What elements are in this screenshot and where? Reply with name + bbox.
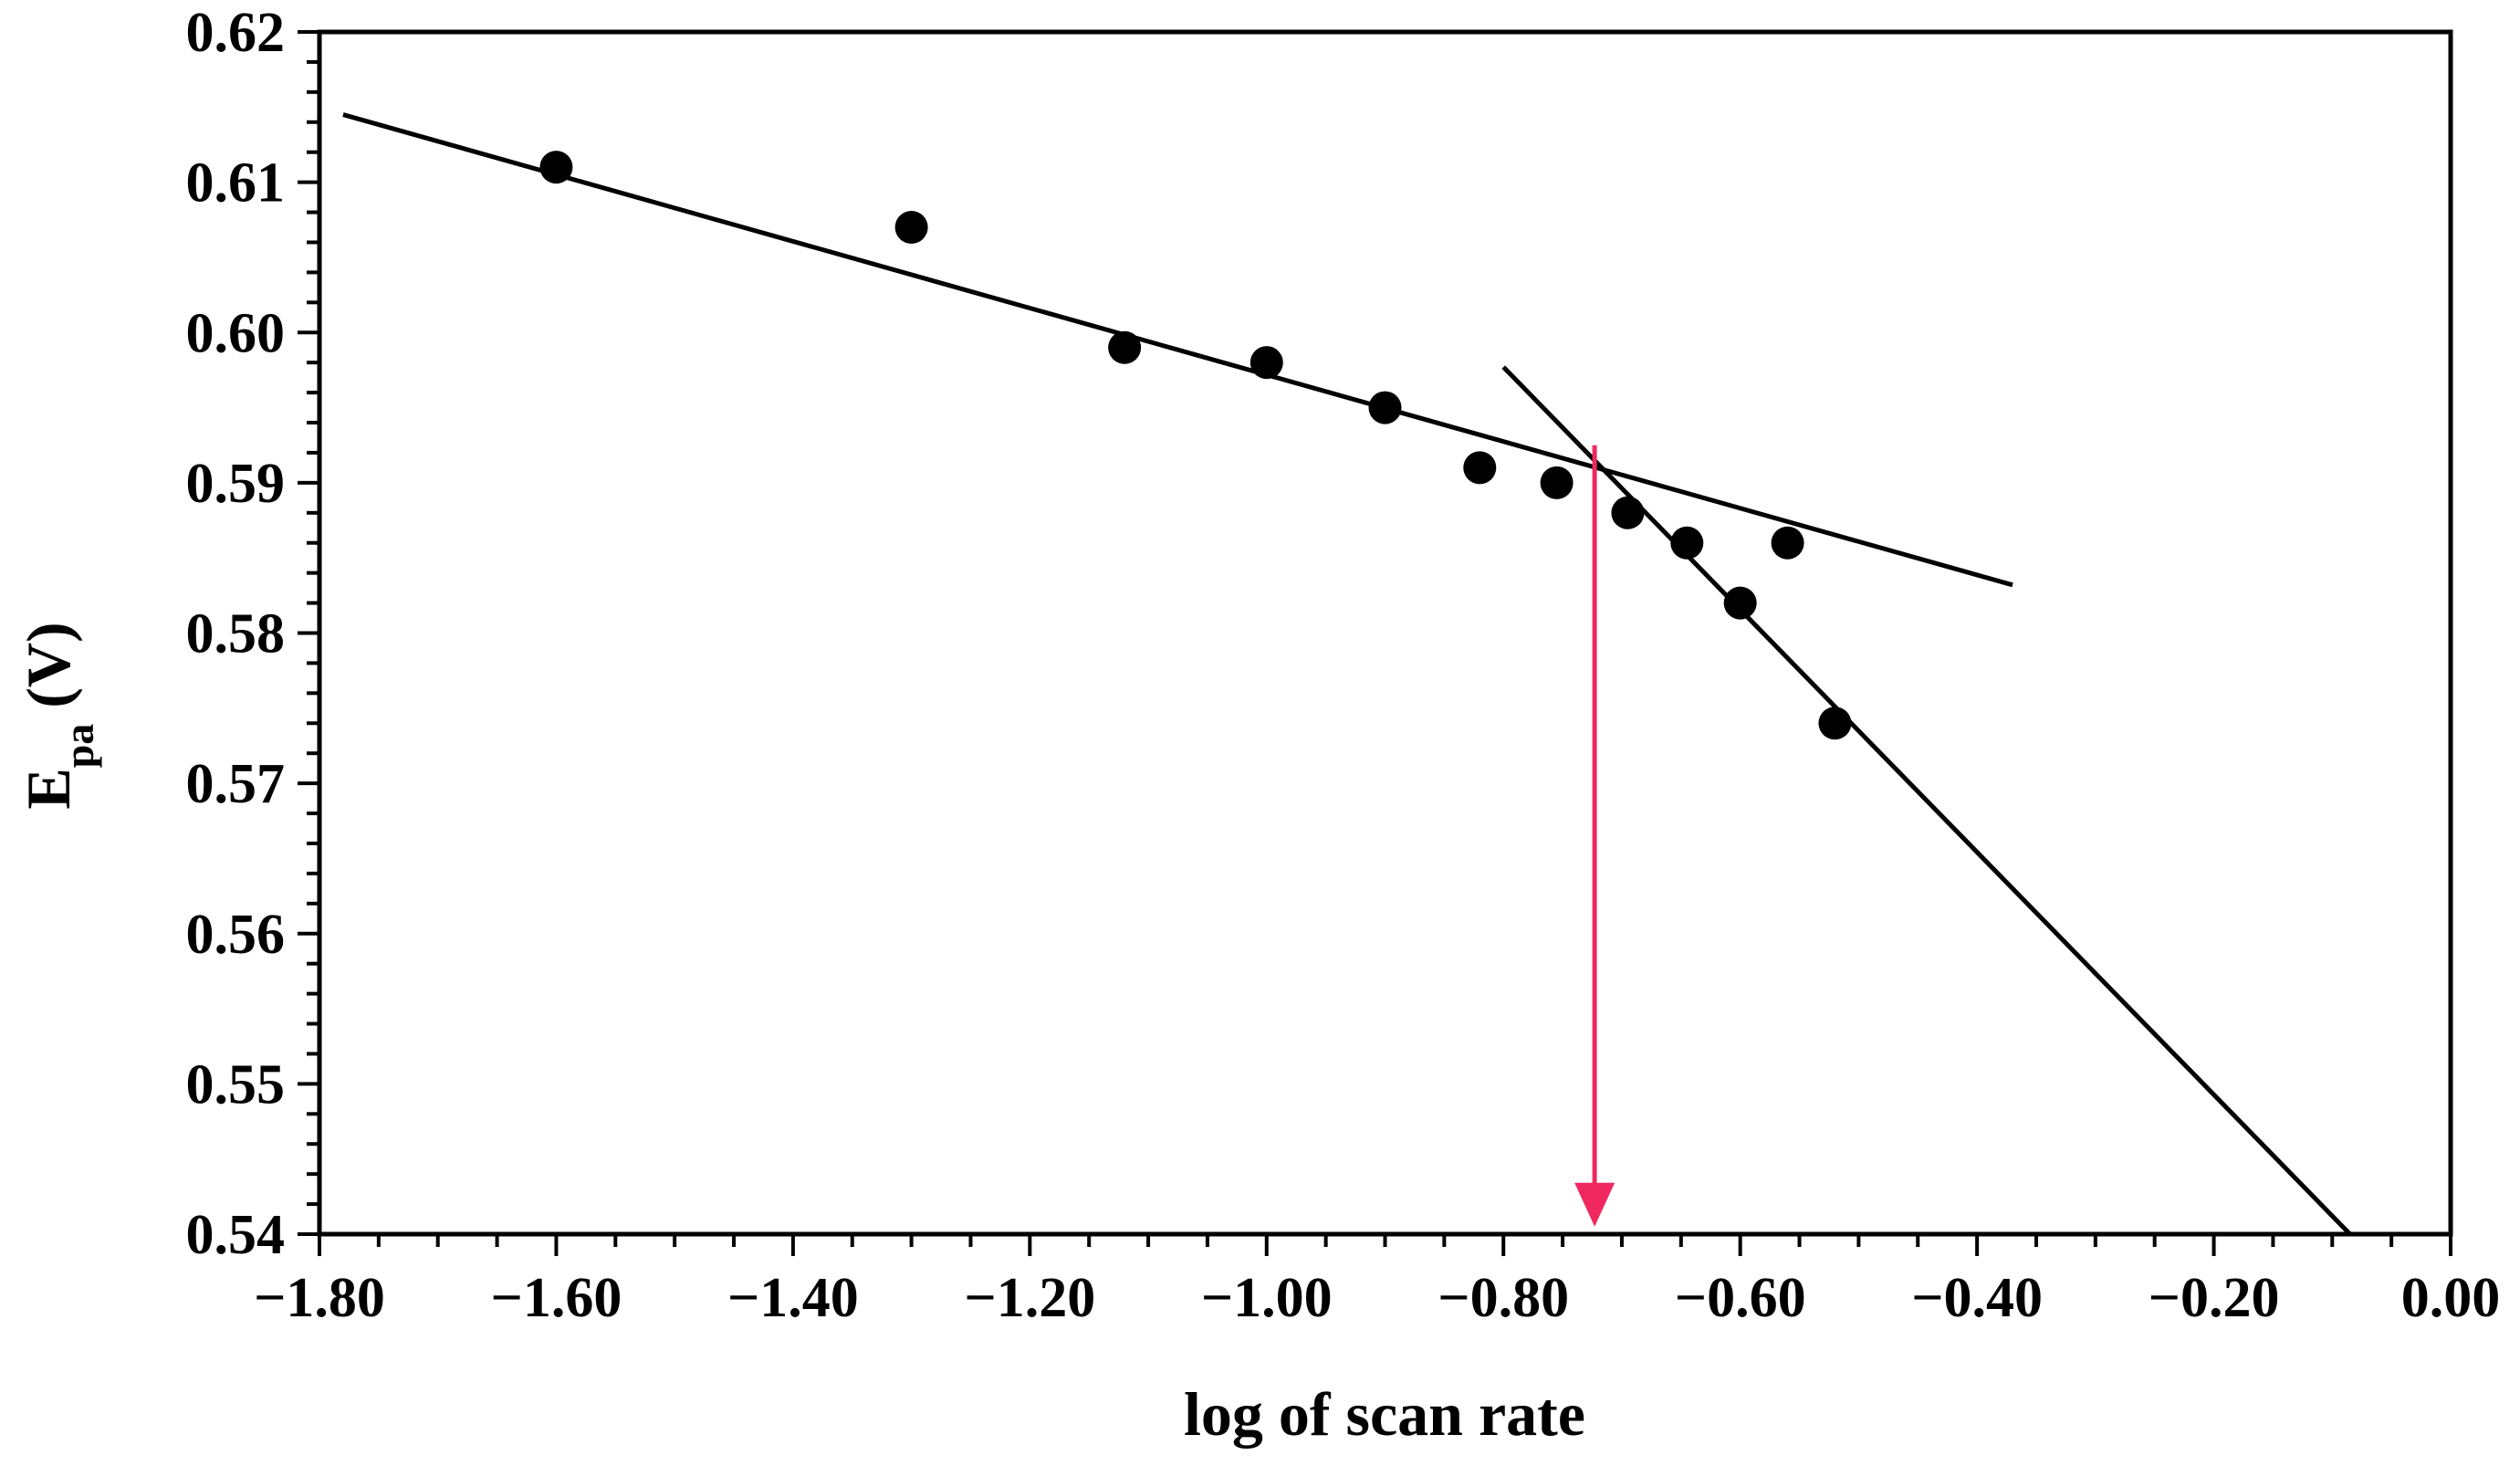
data-points [539,151,1852,740]
y-tick-label: 0.59 [186,453,286,515]
x-tick-label: −1.40 [727,1267,859,1329]
axes [317,29,2453,1237]
y-tick-label: 0.54 [186,1204,286,1266]
y-axis-ticks [298,30,319,1236]
x-axis-ticks [318,1234,2452,1256]
data-point [1368,391,1402,424]
data-point [894,211,928,245]
data-point [1611,496,1645,529]
y-axis-title-suffix: (V) [14,622,83,723]
data-point [1108,330,1142,364]
annotation-arrow-head [1574,1182,1616,1227]
plot-area-frame [317,29,2453,1237]
y-tick-label: 0.62 [186,2,286,64]
x-tick-label: −1.60 [491,1267,622,1329]
y-tick-label: 0.57 [186,753,286,815]
annotation-group [1574,445,1616,1227]
x-tick-label: −0.60 [1675,1267,1806,1329]
data-point [1723,586,1757,620]
data-point [539,151,573,184]
x-tick-label: −0.40 [1911,1267,2043,1329]
data-point [1818,707,1852,740]
fit-line [342,112,2013,588]
x-tick-label: 0.00 [2401,1267,2501,1329]
x-axis-title: log of scan rate [1184,1379,1585,1449]
data-point [1540,466,1574,499]
data-point [1771,526,1804,560]
x-tick-label: −1.80 [254,1267,385,1329]
fit-line [1501,365,2352,1236]
y-tick-label: 0.61 [186,152,286,215]
fit-lines [342,112,2352,1236]
data-point [1250,346,1283,380]
y-tick-label: 0.60 [186,302,286,364]
y-tick-label: 0.58 [186,603,286,665]
y-axis-title-main: E [14,768,83,809]
y-tick-label: 0.56 [186,904,286,966]
y-axis-title: Epa (V) [14,622,102,809]
y-tick-label: 0.55 [186,1053,286,1115]
x-tick-label: −0.20 [2149,1267,2280,1329]
x-tick-label: −1.00 [1201,1267,1333,1329]
y-axis-tick-labels: 0.54 0.55 0.56 0.57 0.58 0.59 0.60 0.61 0.62 [186,2,286,1266]
data-point [1670,526,1704,560]
y-axis-title-subscript: pa [56,724,102,769]
x-tick-label: −0.80 [1438,1267,1569,1329]
x-axis-tick-labels: −1.80 −1.60 −1.40 −1.20 −1.00 −0.80 −0.60 −0.40… [254,1267,2500,1329]
x-tick-label: −1.20 [964,1267,1095,1329]
data-point [1463,451,1497,485]
